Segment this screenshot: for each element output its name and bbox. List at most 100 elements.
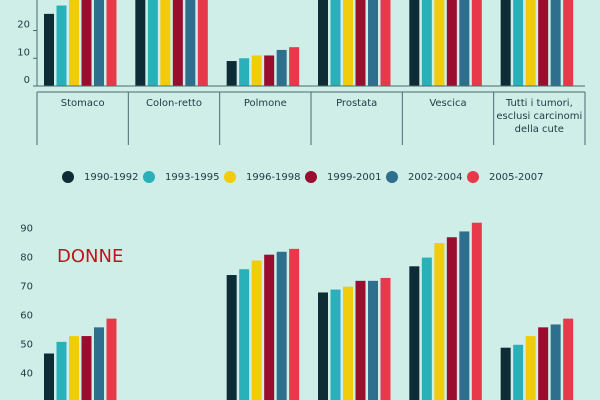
bar xyxy=(135,0,146,86)
bar xyxy=(563,0,574,86)
bar xyxy=(251,260,262,400)
bar xyxy=(264,55,275,86)
y-tick-label: 50 xyxy=(20,340,33,351)
y-tick-label: 90 xyxy=(20,223,33,234)
legend-label: 1996-1998 xyxy=(246,172,301,183)
bar xyxy=(538,327,549,400)
bar xyxy=(81,336,92,400)
x-tick-box: Vescica xyxy=(429,98,467,109)
bar xyxy=(106,0,117,86)
bar xyxy=(239,58,250,86)
y-tick-label: 10 xyxy=(17,47,30,58)
legend-label: 1990-1992 xyxy=(84,172,139,183)
chart-title: DONNE xyxy=(57,246,123,267)
legend-swatch xyxy=(62,171,74,183)
bar xyxy=(343,0,353,86)
legend-swatch xyxy=(467,171,479,183)
x-tick-box: Polmone xyxy=(243,98,287,109)
bar xyxy=(459,0,470,86)
x-tick-label: Colon-retto xyxy=(146,98,202,109)
bar xyxy=(434,243,445,400)
bar xyxy=(538,0,549,86)
bar xyxy=(550,0,561,86)
bar xyxy=(94,327,104,400)
x-tick-box: Prostata xyxy=(336,98,378,109)
bar xyxy=(197,0,208,86)
bar xyxy=(81,0,92,86)
legend-label: 2002-2004 xyxy=(408,172,463,183)
bar xyxy=(264,254,275,400)
legend-swatch xyxy=(386,171,398,183)
bar xyxy=(318,292,328,400)
legend-swatch xyxy=(224,171,236,183)
x-tick-label: Stomaco xyxy=(60,98,105,109)
bar xyxy=(550,324,561,400)
bar xyxy=(56,341,67,400)
bar xyxy=(289,47,300,86)
bar xyxy=(289,248,300,400)
y-tick-label: 70 xyxy=(20,281,33,292)
bar xyxy=(239,269,250,400)
y-tick-label: 80 xyxy=(20,252,33,263)
bar xyxy=(69,0,79,86)
bar xyxy=(434,0,445,87)
x-tick-box: Tutti i tumori, esclusi carcinomi della … xyxy=(496,98,583,135)
bar xyxy=(471,222,482,400)
bar xyxy=(500,0,511,87)
bar xyxy=(513,0,524,86)
bar xyxy=(409,266,420,400)
bar xyxy=(276,251,287,400)
bar xyxy=(421,257,432,400)
bar xyxy=(330,289,341,400)
x-tick-box: Colon-retto xyxy=(146,98,202,109)
bar xyxy=(513,344,524,400)
bar xyxy=(380,277,391,400)
bar xyxy=(355,280,366,400)
bar xyxy=(446,0,457,86)
bar xyxy=(226,61,237,86)
bar xyxy=(368,280,378,400)
x-tick-label: Tutti i tumori, esclusi carcinomi della … xyxy=(496,98,583,135)
y-tick-label: 60 xyxy=(20,311,33,322)
bar xyxy=(318,0,328,86)
legend-label: 1999-2001 xyxy=(327,172,382,183)
bar xyxy=(459,231,470,400)
bar xyxy=(368,0,378,86)
bar xyxy=(380,0,391,86)
bar xyxy=(94,0,104,86)
bar xyxy=(56,5,67,87)
legend-label: 2005-2007 xyxy=(489,172,544,183)
bar xyxy=(106,318,117,400)
bar xyxy=(44,353,54,400)
bar xyxy=(172,0,183,86)
x-tick-label: Polmone xyxy=(243,98,287,109)
bar xyxy=(471,0,482,86)
bar xyxy=(500,347,511,400)
x-tick-box: Stomaco xyxy=(60,98,105,109)
y-tick-label: 40 xyxy=(20,369,33,380)
bar xyxy=(355,0,366,86)
y-tick-label: 0 xyxy=(24,75,30,86)
bar xyxy=(343,286,353,400)
bar xyxy=(525,336,536,400)
bar xyxy=(409,0,420,86)
bar xyxy=(44,13,54,86)
bar xyxy=(226,275,237,400)
legend-swatch xyxy=(143,171,155,183)
legend-label: 1993-1995 xyxy=(165,172,220,183)
bar xyxy=(446,237,457,400)
bar xyxy=(276,49,287,86)
x-tick-label: Prostata xyxy=(336,98,378,109)
bar xyxy=(160,0,171,87)
x-tick-label: Vescica xyxy=(429,98,467,109)
bar xyxy=(421,0,432,87)
bar xyxy=(185,0,196,86)
bar xyxy=(69,336,79,400)
bar xyxy=(563,318,574,400)
y-tick-label: 20 xyxy=(17,20,30,31)
legend-swatch xyxy=(305,171,317,183)
bar xyxy=(147,0,158,86)
bar xyxy=(525,0,536,86)
